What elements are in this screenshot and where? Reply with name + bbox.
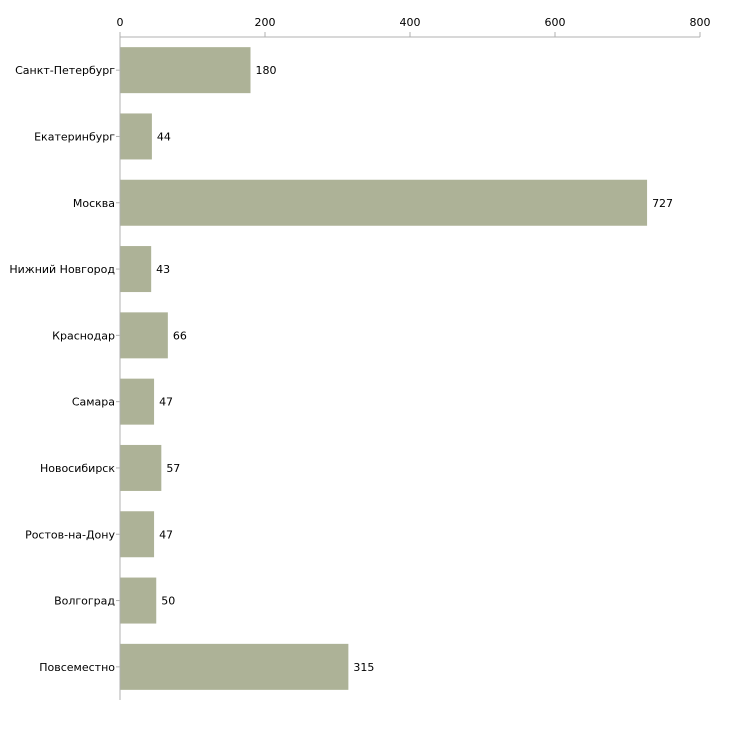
bar: [120, 113, 152, 160]
value-label: 180: [256, 64, 277, 77]
value-label: 57: [166, 462, 180, 475]
value-label: 43: [156, 263, 170, 276]
bar: [120, 444, 162, 491]
bar: [120, 643, 349, 690]
value-label: 50: [161, 595, 175, 608]
value-label: 727: [652, 197, 673, 210]
bar: [120, 378, 155, 425]
x-tick-label: 600: [545, 16, 566, 29]
value-label: 47: [159, 528, 173, 541]
value-label: 47: [159, 396, 173, 409]
category-label: Краснодар: [52, 329, 115, 342]
bar: [120, 312, 168, 359]
category-label: Самара: [72, 396, 115, 409]
category-labels: Санкт-Петербург Екатеринбург Москва Нижний …: [9, 64, 120, 674]
category-label: Нижний Новгород: [9, 263, 115, 276]
category-label: Ростов-на-Дону: [25, 528, 115, 541]
value-labels: 180 44 727 43 66 47 57 47 50 315: [156, 64, 673, 674]
category-label: Санкт-Петербург: [15, 64, 115, 77]
value-label: 315: [353, 661, 374, 674]
x-tick-label: 0: [117, 16, 124, 29]
category-label: Екатеринбург: [34, 130, 115, 143]
value-label: 66: [173, 329, 187, 342]
bar: [120, 246, 152, 293]
x-tick-label: 200: [255, 16, 276, 29]
category-label: Новосибирск: [40, 462, 115, 475]
bar: [120, 179, 648, 226]
bar: [120, 47, 251, 94]
value-label: 44: [157, 130, 171, 143]
bar: [120, 577, 157, 624]
bar: [120, 511, 155, 558]
category-label: Волгоград: [54, 595, 115, 608]
x-tick-label: 800: [690, 16, 711, 29]
bars: [120, 47, 648, 690]
x-axis-ticks: 0 200 400 600 800: [117, 16, 711, 37]
x-tick-label: 400: [400, 16, 421, 29]
category-label: Повсеместно: [39, 661, 115, 674]
category-label: Москва: [73, 197, 115, 210]
